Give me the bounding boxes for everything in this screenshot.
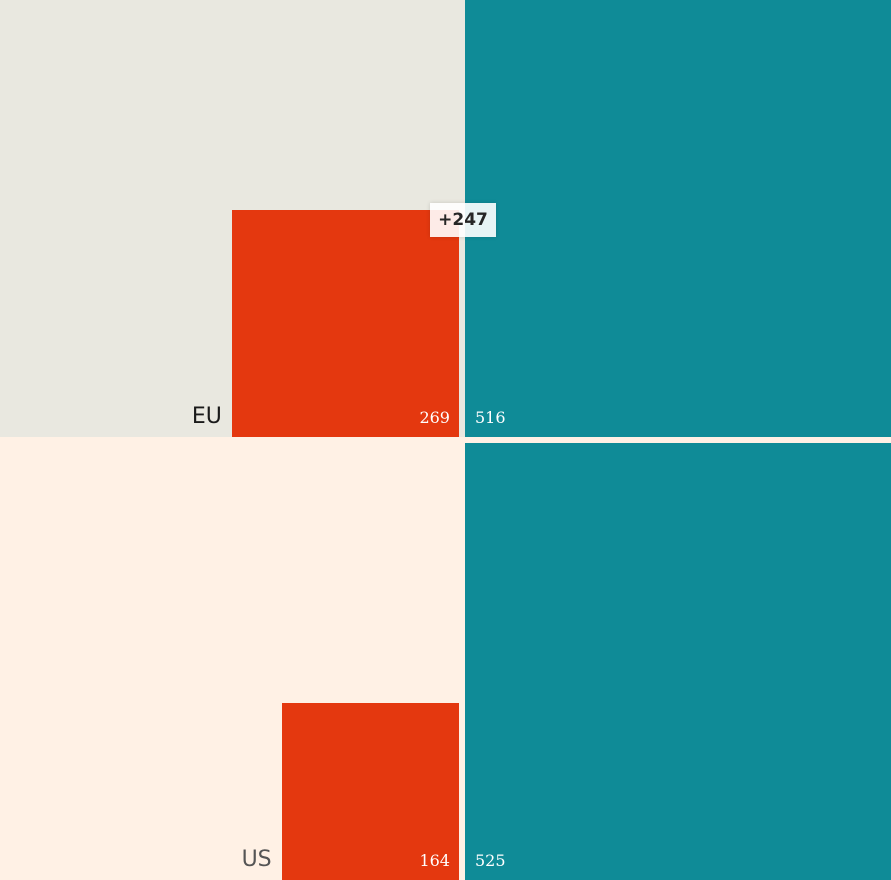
eu-label: EU [191, 404, 222, 429]
us-teal-bar [465, 443, 891, 880]
eu-teal-value: 516 [475, 408, 506, 427]
eu-red-bar: 269 [231, 209, 459, 437]
us-red-value: 164 [419, 851, 450, 870]
difference-badge: +247 [430, 203, 496, 237]
us-red-bar: 164 [281, 702, 459, 880]
eu-teal-bar [465, 0, 891, 437]
panel-divider [0, 437, 891, 443]
panel-us: 164 525 US [0, 443, 891, 880]
us-teal-value: 525 [475, 851, 506, 870]
eu-red-value: 269 [419, 408, 450, 427]
panel-eu: 269 516 EU +247 [0, 0, 891, 437]
us-label: US [241, 847, 272, 872]
